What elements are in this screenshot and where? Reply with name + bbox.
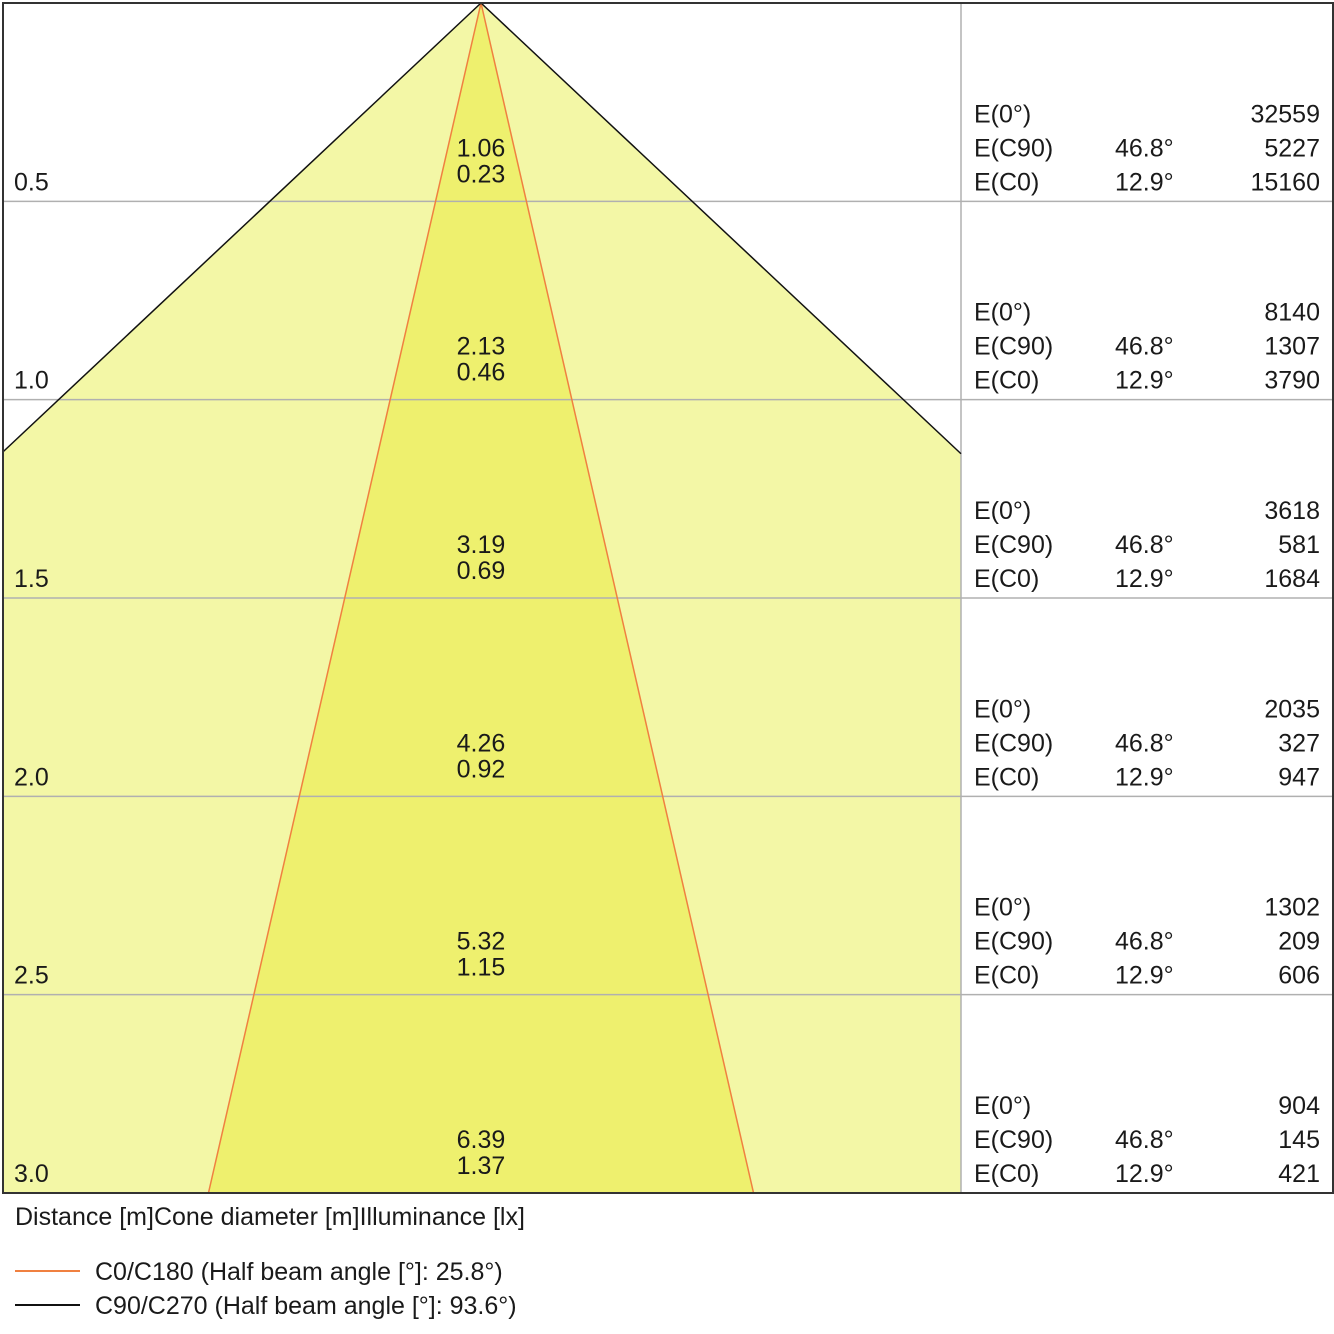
legend-label-c0: C0/C180 (Half beam angle [°]: 25.8°) bbox=[95, 1258, 503, 1286]
illuminance-ec90: 1307 bbox=[1264, 333, 1320, 361]
angle-c0: 12.9° bbox=[1115, 367, 1174, 395]
caption-illuminance: Illuminance [lx] bbox=[359, 1203, 525, 1231]
cone-diameter-c90: 6.39 bbox=[457, 1126, 506, 1154]
distance-label: 0.5 bbox=[14, 168, 49, 196]
cone-diameter-c90: 3.19 bbox=[457, 531, 506, 559]
cone-diameter-c0: 0.69 bbox=[457, 557, 506, 585]
illuminance-ec0: 421 bbox=[1278, 1160, 1320, 1188]
legend-swatch-c0 bbox=[15, 1270, 80, 1272]
legend-label-c90: C90/C270 (Half beam angle [°]: 93.6°) bbox=[95, 1292, 517, 1320]
illuminance-label-ec0: E(C0) bbox=[974, 565, 1039, 593]
cone-diameter-c90: 1.06 bbox=[457, 134, 506, 162]
c90-line-left bbox=[2, 2, 482, 453]
cone-diameter-c0: 1.15 bbox=[457, 954, 506, 982]
illuminance-label-ec90: E(C90) bbox=[974, 333, 1053, 361]
illuminance-label-ec90: E(C90) bbox=[974, 134, 1053, 162]
illuminance-ec90: 145 bbox=[1278, 1126, 1320, 1154]
illuminance-ec0: 1684 bbox=[1264, 565, 1320, 593]
illuminance-ec0: 15160 bbox=[1250, 168, 1320, 196]
illuminance-e0: 2035 bbox=[1264, 695, 1320, 723]
illuminance-label-ec90: E(C90) bbox=[974, 729, 1053, 757]
legend-swatch-c90 bbox=[15, 1304, 80, 1306]
angle-c90: 46.8° bbox=[1115, 928, 1174, 956]
caption-cone-diameter: Cone diameter [m] bbox=[153, 1203, 360, 1231]
cone-diameter-c0: 0.46 bbox=[457, 359, 506, 387]
illuminance-label-ec90: E(C90) bbox=[974, 928, 1053, 956]
illuminance-e0: 3618 bbox=[1264, 497, 1320, 525]
distance-label: 1.0 bbox=[14, 367, 49, 395]
angle-c90: 46.8° bbox=[1115, 729, 1174, 757]
cone-diameter-c0: 1.37 bbox=[457, 1152, 506, 1180]
illuminance-label-e0: E(0°) bbox=[974, 894, 1031, 922]
cone-diameter-c90: 5.32 bbox=[457, 928, 506, 956]
illuminance-e0: 904 bbox=[1278, 1092, 1320, 1120]
illuminance-label-e0: E(0°) bbox=[974, 1092, 1031, 1120]
illuminance-ec0: 947 bbox=[1278, 763, 1320, 791]
illuminance-label-ec0: E(C0) bbox=[974, 1160, 1039, 1188]
illuminance-label-ec0: E(C0) bbox=[974, 962, 1039, 990]
cone-diameter-c0: 0.23 bbox=[457, 160, 506, 188]
angle-c90: 46.8° bbox=[1115, 531, 1174, 559]
illuminance-ec90: 209 bbox=[1278, 928, 1320, 956]
illuminance-ec0: 606 bbox=[1278, 962, 1320, 990]
illuminance-label-ec90: E(C90) bbox=[974, 531, 1053, 559]
angle-c0: 12.9° bbox=[1115, 168, 1174, 196]
illuminance-ec90: 5227 bbox=[1264, 134, 1320, 162]
distance-label: 1.5 bbox=[14, 565, 49, 593]
caption-distance: Distance [m] bbox=[15, 1203, 154, 1231]
distance-label: 3.0 bbox=[14, 1160, 49, 1188]
illuminance-ec90: 327 bbox=[1278, 729, 1320, 757]
cone-diameter-c90: 4.26 bbox=[457, 729, 506, 757]
diagram-border bbox=[2, 2, 1334, 1194]
c0-line-left bbox=[207, 2, 482, 1194]
illuminance-label-e0: E(0°) bbox=[974, 497, 1031, 525]
angle-c0: 12.9° bbox=[1115, 1160, 1174, 1188]
angle-c0: 12.9° bbox=[1115, 763, 1174, 791]
illuminance-ec90: 581 bbox=[1278, 531, 1320, 559]
distance-label: 2.0 bbox=[14, 763, 49, 791]
illuminance-ec0: 3790 bbox=[1264, 367, 1320, 395]
illuminance-e0: 1302 bbox=[1264, 894, 1320, 922]
angle-c0: 12.9° bbox=[1115, 565, 1174, 593]
angle-c90: 46.8° bbox=[1115, 1126, 1174, 1154]
distance-label: 2.5 bbox=[14, 962, 49, 990]
illuminance-label-ec0: E(C0) bbox=[974, 367, 1039, 395]
c90-line-right bbox=[480, 2, 962, 455]
cone-diameter-c0: 0.92 bbox=[457, 755, 506, 783]
illuminance-e0: 8140 bbox=[1264, 299, 1320, 327]
illuminance-e0: 32559 bbox=[1250, 100, 1320, 128]
cone-diameter-c90: 2.13 bbox=[457, 333, 506, 361]
angle-c90: 46.8° bbox=[1115, 134, 1174, 162]
angle-c90: 46.8° bbox=[1115, 333, 1174, 361]
cone-diagram: 0.5 1.060.23 E(0°) E(C90) E(C0) 46.8° 12.9° 325… bbox=[2, 2, 1334, 1194]
illuminance-label-ec0: E(C0) bbox=[974, 763, 1039, 791]
illuminance-label-ec0: E(C0) bbox=[974, 168, 1039, 196]
c0-line-right bbox=[480, 2, 755, 1194]
illuminance-label-e0: E(0°) bbox=[974, 695, 1031, 723]
illuminance-label-e0: E(0°) bbox=[974, 299, 1031, 327]
axis-caption: Distance [m]Cone diameter [m]Illuminance… bbox=[15, 1203, 525, 1232]
illuminance-label-e0: E(0°) bbox=[974, 100, 1031, 128]
angle-c0: 12.9° bbox=[1115, 962, 1174, 990]
illuminance-label-ec90: E(C90) bbox=[974, 1126, 1053, 1154]
